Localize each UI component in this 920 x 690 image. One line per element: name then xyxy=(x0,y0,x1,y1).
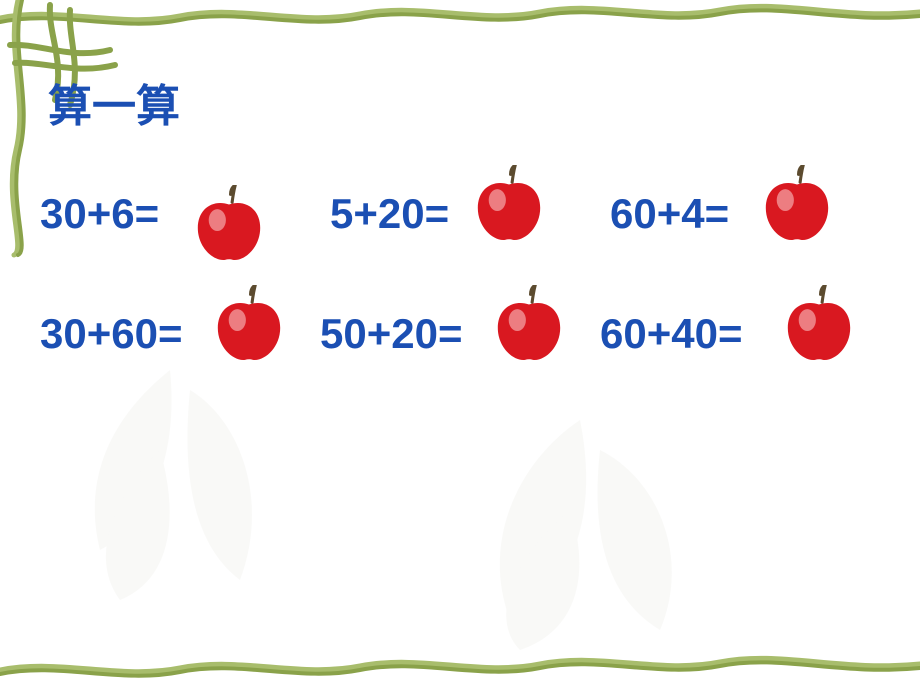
equation-3: 60+4= xyxy=(610,190,729,238)
slide: 算一算 30+6= 5+20= 60+4= 30+60= 50+20= 60+40= xyxy=(0,0,920,690)
apple-icon xyxy=(210,285,288,363)
equation-5: 50+20= xyxy=(320,310,463,358)
apple-icon xyxy=(470,165,548,243)
equation-1: 30+6= xyxy=(40,190,159,238)
bg-leaf-2 xyxy=(430,400,730,660)
equation-2: 5+20= xyxy=(330,190,449,238)
equation-4: 30+60= xyxy=(40,310,183,358)
page-title: 算一算 xyxy=(48,70,180,134)
apple-icon xyxy=(780,285,858,363)
apple-icon xyxy=(190,185,268,263)
equation-6: 60+40= xyxy=(600,310,743,358)
apple-icon xyxy=(758,165,836,243)
bg-leaf-1 xyxy=(40,350,300,610)
apple-icon xyxy=(490,285,568,363)
